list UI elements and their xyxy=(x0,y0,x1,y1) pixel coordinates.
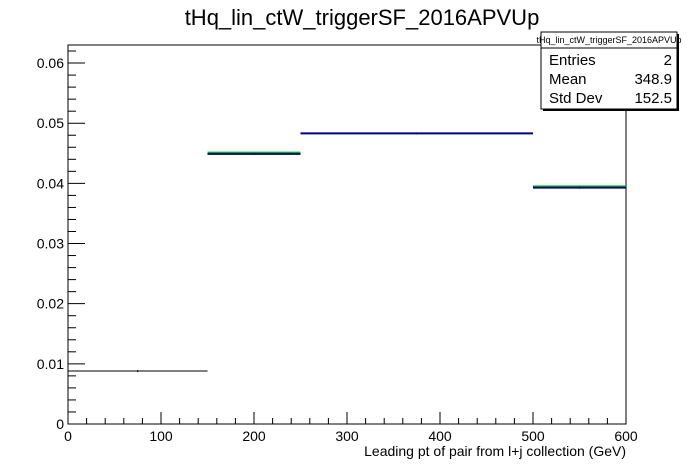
stats-value: 2 xyxy=(664,52,672,69)
x-tick-label: 600 xyxy=(614,428,638,444)
stats-value: 348.9 xyxy=(634,71,672,88)
x-tick-label: 500 xyxy=(521,428,545,444)
x-axis-title: Leading pt of pair from l+j collection (… xyxy=(364,443,626,459)
stats-box-name: tHq_lin_ctW_triggerSF_2016APVUp xyxy=(536,35,681,45)
stats-value: 152.5 xyxy=(634,90,672,107)
stats-label: Std Dev xyxy=(549,90,603,107)
stats-box: tHq_lin_ctW_triggerSF_2016APVUp Entries 2 M… xyxy=(536,31,682,111)
y-axis: 0 0.01 0.02 0.03 0.04 0.05 0.06 xyxy=(37,50,85,432)
histogram-bins xyxy=(68,132,626,373)
y-tick-label: 0.03 xyxy=(37,236,64,252)
y-tick-label: 0.04 xyxy=(37,175,64,191)
x-tick-label: 200 xyxy=(242,428,266,444)
x-tick-label: 400 xyxy=(428,428,452,444)
y-tick-label: 0.01 xyxy=(37,356,64,372)
stats-label: Entries xyxy=(549,52,596,69)
stats-label: Mean xyxy=(549,71,587,88)
x-axis: 0 100 200 300 400 500 600 xyxy=(64,412,638,444)
y-tick-label: 0.02 xyxy=(37,296,64,312)
x-tick-label: 100 xyxy=(149,428,173,444)
y-tick-label: 0 xyxy=(56,416,64,432)
x-tick-label: 300 xyxy=(335,428,359,444)
y-tick-label: 0.06 xyxy=(37,55,64,71)
stats-box-frame xyxy=(540,31,678,110)
chart-title: tHq_lin_ctW_triggerSF_2016APVUp xyxy=(185,5,540,30)
y-tick-label: 0.05 xyxy=(37,115,64,131)
x-tick-label: 0 xyxy=(64,428,72,444)
